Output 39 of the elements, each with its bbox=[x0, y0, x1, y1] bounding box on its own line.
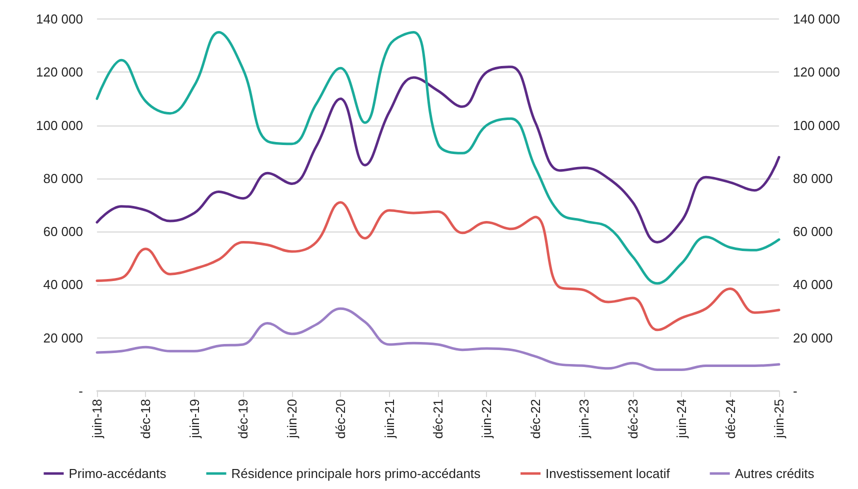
x-tick-label: déc-18 bbox=[138, 399, 154, 439]
legend-label: Résidence principale hors primo-accédants bbox=[231, 466, 482, 481]
y-tick-label: 120 000 bbox=[36, 64, 83, 80]
legend-label: Primo-accédants bbox=[68, 466, 167, 481]
y-tick-label: 80 000 bbox=[43, 170, 83, 186]
x-tick-label: juin-21 bbox=[382, 399, 397, 440]
y-tick-label: - bbox=[78, 384, 83, 398]
line-series bbox=[96, 31, 780, 285]
y2-tick-label: 40 000 bbox=[793, 277, 833, 292]
line-series bbox=[96, 201, 780, 332]
x-tick-label: juin-20 bbox=[284, 399, 300, 440]
y-tick-label: 60 000 bbox=[43, 224, 83, 240]
legend-label: Autres crédits bbox=[734, 466, 815, 481]
legend-label: Investissement locatif bbox=[546, 466, 670, 481]
x-tick-label: déc-22 bbox=[528, 399, 543, 439]
y2-tick-label: 20 000 bbox=[793, 330, 833, 346]
y2-tick-label: - bbox=[793, 384, 798, 398]
y2-tick-label: 80 000 bbox=[793, 170, 833, 186]
x-tick-label: juin-18 bbox=[90, 399, 104, 440]
line-series bbox=[96, 66, 780, 244]
x-tick-label: juin-23 bbox=[576, 399, 592, 440]
x-tick-label: déc-20 bbox=[333, 399, 348, 439]
x-tick-label: déc-23 bbox=[625, 399, 640, 439]
x-tick-label: juin-24 bbox=[674, 399, 690, 440]
x-tick-label: déc-21 bbox=[430, 399, 446, 439]
y2-tick-label: 60 000 bbox=[793, 224, 833, 240]
y2-tick-label: 140 000 bbox=[793, 12, 840, 26]
x-tick-label: déc-19 bbox=[236, 399, 251, 439]
y2-tick-label: 120 000 bbox=[793, 64, 840, 80]
x-tick-label: juin-22 bbox=[479, 399, 494, 440]
x-tick-label: juin-25 bbox=[772, 399, 786, 440]
x-tick-label: juin-19 bbox=[186, 399, 202, 440]
y2-tick-label: 100 000 bbox=[793, 118, 840, 133]
y-tick-label: 20 000 bbox=[43, 330, 83, 346]
y-tick-label: 40 000 bbox=[43, 277, 83, 292]
line-series bbox=[96, 307, 780, 371]
y-tick-label: 140 000 bbox=[36, 12, 83, 26]
y-tick-label: 100 000 bbox=[36, 118, 83, 133]
x-tick-label: déc-24 bbox=[722, 399, 738, 439]
